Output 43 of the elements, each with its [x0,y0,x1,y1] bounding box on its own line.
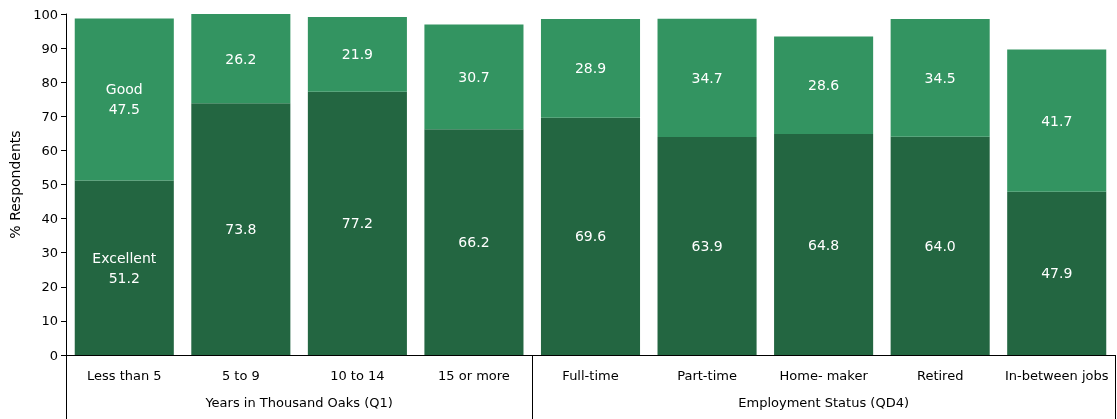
x-tick-label: Full-time [562,368,619,383]
data-label: 34.5 [924,69,956,86]
data-label: 26.2 [225,50,257,67]
y-tick-label: 30 [41,245,58,261]
data-label: 41.7 [1041,112,1073,129]
y-tick-label: 50 [41,177,58,192]
x-tick-label: In-between jobs [1004,368,1109,383]
x-tick-label: 5 to 9 [221,368,260,383]
data-label: 28.9 [574,60,607,77]
y-tick-label: 70 [41,108,58,124]
data-label: 63.9 [691,238,723,255]
text: Years in Thousand Oaks (Q1) [204,394,393,410]
series-label: Excellent [92,249,157,266]
y-tick-label: 0 [49,347,58,363]
data-label: 66.2 [458,234,490,251]
data-label: 47.9 [1041,265,1073,282]
x-tick-label: 15 or more [438,368,510,383]
data-label: 51.2 [108,269,140,286]
data-label: 64.0 [924,237,956,254]
y-tick-label: 90 [41,40,58,56]
y-tick-label: 20 [41,279,58,295]
y-tick-label: 80 [41,74,58,90]
text: Employment Status (QD4) [738,394,909,410]
y-tick-label: 10 [41,313,58,329]
data-label: 34.7 [691,69,723,86]
data-label: 64.8 [808,236,840,253]
data-label: 73.8 [225,221,257,238]
y-tick-label: 60 [41,142,58,158]
x-tick-label: Home- maker [779,368,869,383]
x-tick-label: Less than 5 [86,368,162,383]
y-axis-title: % Respondents [7,130,24,239]
series-label: Good [105,81,143,98]
x-tick-label: Part-time [677,368,737,383]
data-label: 69.6 [574,228,607,245]
data-label: 47.5 [108,101,140,118]
data-label: 77.2 [341,215,373,232]
data-label: 21.9 [341,46,373,63]
y-tick-label: 100 [33,6,58,22]
x-tick-label: Retired [916,368,964,383]
data-label: 28.6 [808,77,840,94]
x-tick-label: 10 to 14 [330,368,385,383]
data-label: 30.7 [458,68,490,85]
y-tick-label: 40 [41,211,58,227]
